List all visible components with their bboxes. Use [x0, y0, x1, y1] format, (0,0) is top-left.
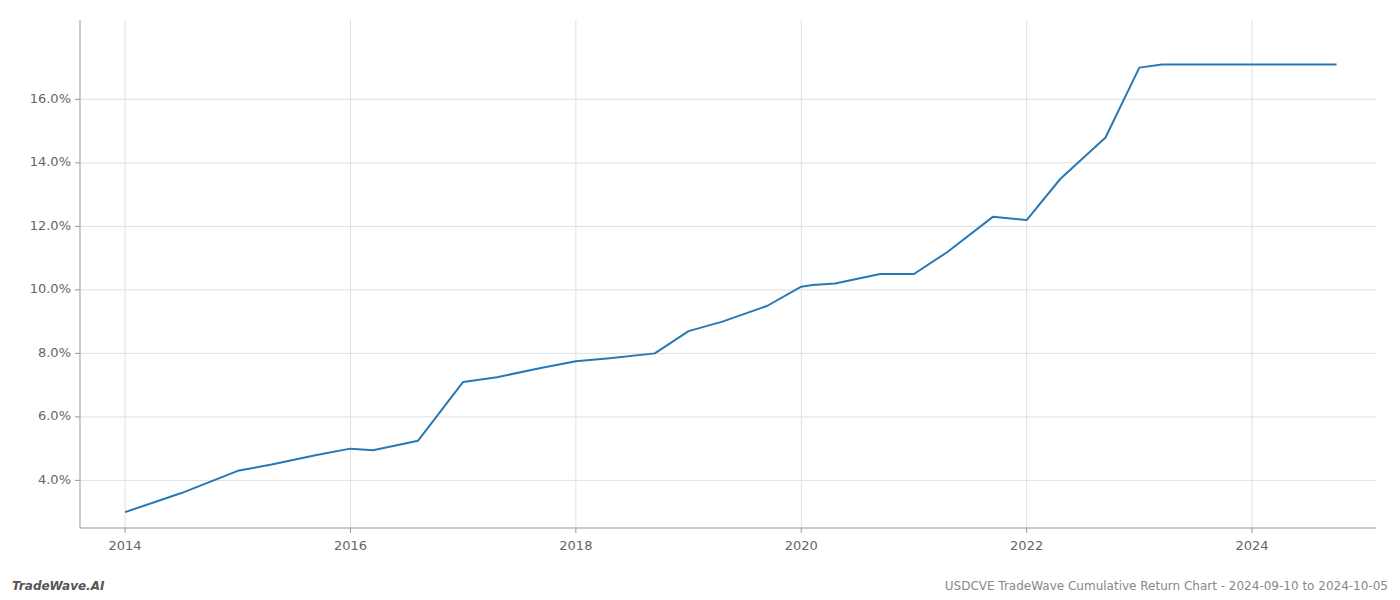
x-tick	[801, 528, 802, 533]
footer: TradeWave.AI USDCVE TradeWave Cumulative …	[12, 579, 1388, 593]
y-grid-line	[80, 162, 1376, 163]
x-tick-label: 2016	[334, 538, 367, 553]
y-grid-line	[80, 289, 1376, 290]
y-grid-line	[80, 353, 1376, 354]
x-tick	[125, 528, 126, 533]
x-tick-label: 2020	[785, 538, 818, 553]
x-grid-line	[350, 20, 351, 528]
chart: 2014 2016 2018 2020 2022 2024 4.0% 6.0% 8.0% 10.0…	[0, 0, 1400, 600]
x-grid-line	[125, 20, 126, 528]
y-tick	[75, 226, 80, 227]
footer-right: USDCVE TradeWave Cumulative Return Chart…	[945, 579, 1388, 593]
y-grid-line	[80, 416, 1376, 417]
y-grid-line	[80, 226, 1376, 227]
x-tick-label: 2014	[109, 538, 142, 553]
x-axis-line	[80, 528, 1376, 529]
y-tick-label: 6.0%	[38, 408, 71, 423]
y-grid-line	[80, 99, 1376, 100]
grid	[80, 20, 1376, 528]
plot-area	[125, 64, 1336, 512]
y-tick	[75, 353, 80, 354]
y-tick	[75, 289, 80, 290]
x-tick-label: 2024	[1235, 538, 1268, 553]
y-tick-label: 14.0%	[30, 154, 71, 169]
x-grid-line	[801, 20, 802, 528]
y-tick	[75, 162, 80, 163]
axes: 2014 2016 2018 2020 2022 2024 4.0% 6.0% 8.0% 10.0…	[30, 20, 1376, 553]
y-axis-line	[80, 20, 81, 528]
x-tick	[350, 528, 351, 533]
x-grid-line	[1252, 20, 1253, 528]
x-tick	[1026, 528, 1027, 533]
y-tick	[75, 99, 80, 100]
y-tick-label: 16.0%	[30, 91, 71, 106]
y-grid-line	[80, 480, 1376, 481]
x-tick-label: 2022	[1010, 538, 1043, 553]
line	[125, 64, 1336, 512]
x-grid-line	[1026, 20, 1027, 528]
footer-left: TradeWave.AI	[12, 579, 105, 593]
x-tick	[1252, 528, 1253, 533]
y-tick-label: 8.0%	[38, 345, 71, 360]
x-grid-line	[575, 20, 576, 528]
y-tick	[75, 416, 80, 417]
x-tick	[575, 528, 576, 533]
y-tick-label: 4.0%	[38, 472, 71, 487]
x-tick-label: 2018	[559, 538, 592, 553]
y-tick	[75, 480, 80, 481]
y-tick-label: 10.0%	[30, 281, 71, 296]
y-tick-label: 12.0%	[30, 218, 71, 233]
